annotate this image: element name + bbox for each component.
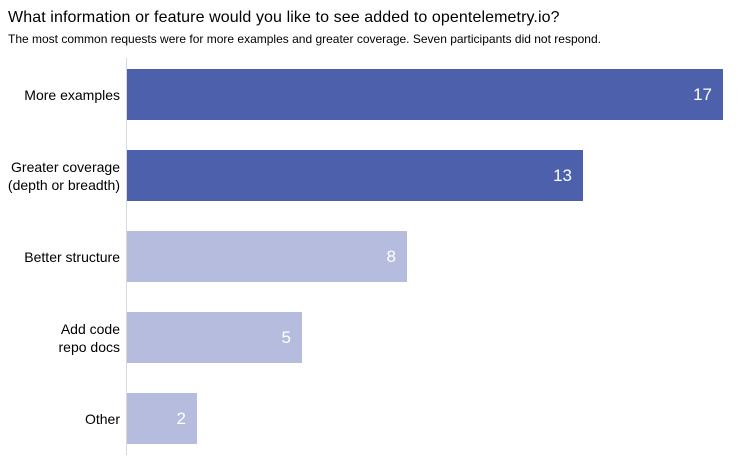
bar-value: 5: [281, 327, 291, 347]
bar-value: 8: [386, 246, 396, 266]
bar-label: Greater coverage (depth or breadth): [7, 158, 120, 193]
bar-row: Add code repo docs 5: [0, 312, 746, 363]
bar-rows: More examples 17 Greater coverage (depth o…: [0, 69, 746, 444]
bar-label: Add code repo docs: [58, 320, 120, 355]
bar: 8: [127, 231, 407, 282]
y-axis-line: [126, 58, 127, 455]
bar-value: 17: [693, 84, 712, 104]
bar-value: 2: [176, 408, 186, 428]
bar-label: Other: [84, 410, 120, 427]
bar-row: More examples 17: [0, 69, 746, 120]
bar-value: 13: [553, 165, 572, 185]
bar-row: Greater coverage (depth or breadth) 13: [0, 150, 746, 201]
bar: 17: [127, 69, 723, 120]
bar: 5: [127, 312, 302, 363]
bar-row: Other 2: [0, 393, 746, 444]
bar: 13: [127, 150, 583, 201]
bar-row: Better structure 8: [0, 231, 746, 282]
chart-title: What information or feature would you li…: [8, 9, 560, 26]
chart-subtitle: The most common requests were for more e…: [8, 32, 601, 46]
bar-label: Better structure: [24, 248, 120, 265]
bar: 2: [127, 393, 197, 444]
bar-label: More examples: [24, 86, 120, 103]
